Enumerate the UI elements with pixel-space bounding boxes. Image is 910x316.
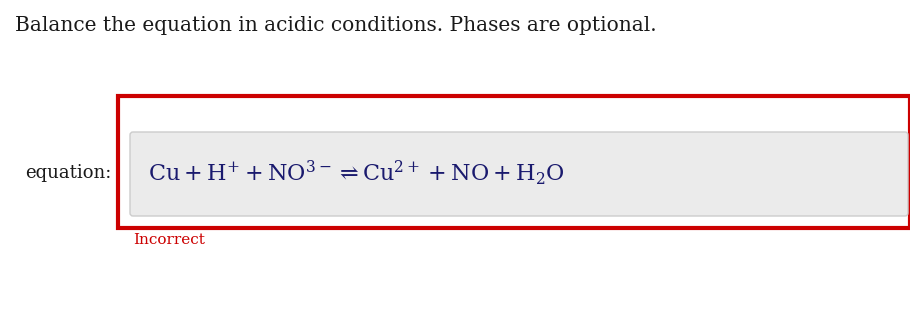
Bar <box>118 96 910 228</box>
Text: $\mathregular{Cu + H^{+} + NO^{3-} \rightleftharpoons Cu^{2+} + NO + H_2O}$: $\mathregular{Cu + H^{+} + NO^{3-} \righ… <box>148 159 565 187</box>
Text: equation:: equation: <box>25 164 112 182</box>
FancyBboxPatch shape <box>130 132 908 216</box>
Text: Incorrect: Incorrect <box>133 233 205 247</box>
Text: Balance the equation in acidic conditions. Phases are optional.: Balance the equation in acidic condition… <box>15 16 657 35</box>
